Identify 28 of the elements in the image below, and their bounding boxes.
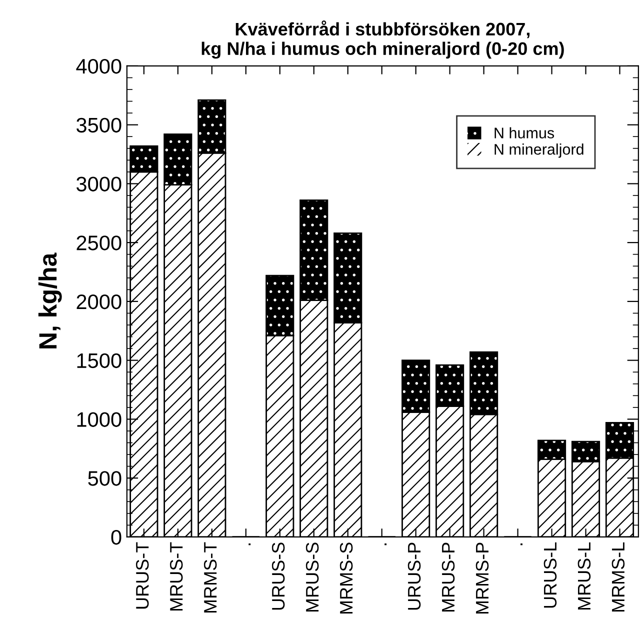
y-tick-label: 1000 xyxy=(77,412,122,427)
y-tick-label: 0 xyxy=(111,530,122,545)
y-tick-label: 3500 xyxy=(76,118,122,133)
legend-label: N mineraljord xyxy=(494,144,584,158)
x-tick-label: MRUS-S xyxy=(306,542,319,612)
x-tick-label: . xyxy=(520,543,522,546)
x-tick-label: MRUS-T xyxy=(170,542,183,611)
y-tick-label: 4000 xyxy=(76,58,122,74)
x-tick-label: URUS-S xyxy=(272,542,285,610)
chart-title: Kväveförråd i stubbförsöken 2007, kg N/ha i humus och mineraljord (0-20 cm) xyxy=(202,20,564,59)
x-tick-label: . xyxy=(384,543,386,546)
x-tick-label: MRMS-L xyxy=(612,542,625,612)
x-tick-label: MRMS-T xyxy=(204,542,217,613)
y-axis-title: N, kg/ha xyxy=(38,252,62,348)
y-tick-label: 500 xyxy=(88,471,122,486)
x-tick-label: MRMS-S xyxy=(340,542,353,614)
y-tick-label: 2000 xyxy=(76,294,122,310)
y-tick-label: 2500 xyxy=(76,236,122,250)
y-tick-label: 1500 xyxy=(77,353,122,368)
x-tick-label: MRUS-P xyxy=(442,542,455,612)
y-tick-label: 3000 xyxy=(76,176,122,192)
x-tick-label: URUS-T xyxy=(136,542,149,609)
x-tick-label: MRMS-P xyxy=(476,542,489,614)
x-tick-label: . xyxy=(248,543,251,546)
legend-label: N humus xyxy=(494,127,554,138)
x-tick-label: URUS-L xyxy=(544,542,557,608)
x-tick-label: MRUS-L xyxy=(578,542,591,610)
x-tick-label: URUS-P xyxy=(408,542,421,610)
